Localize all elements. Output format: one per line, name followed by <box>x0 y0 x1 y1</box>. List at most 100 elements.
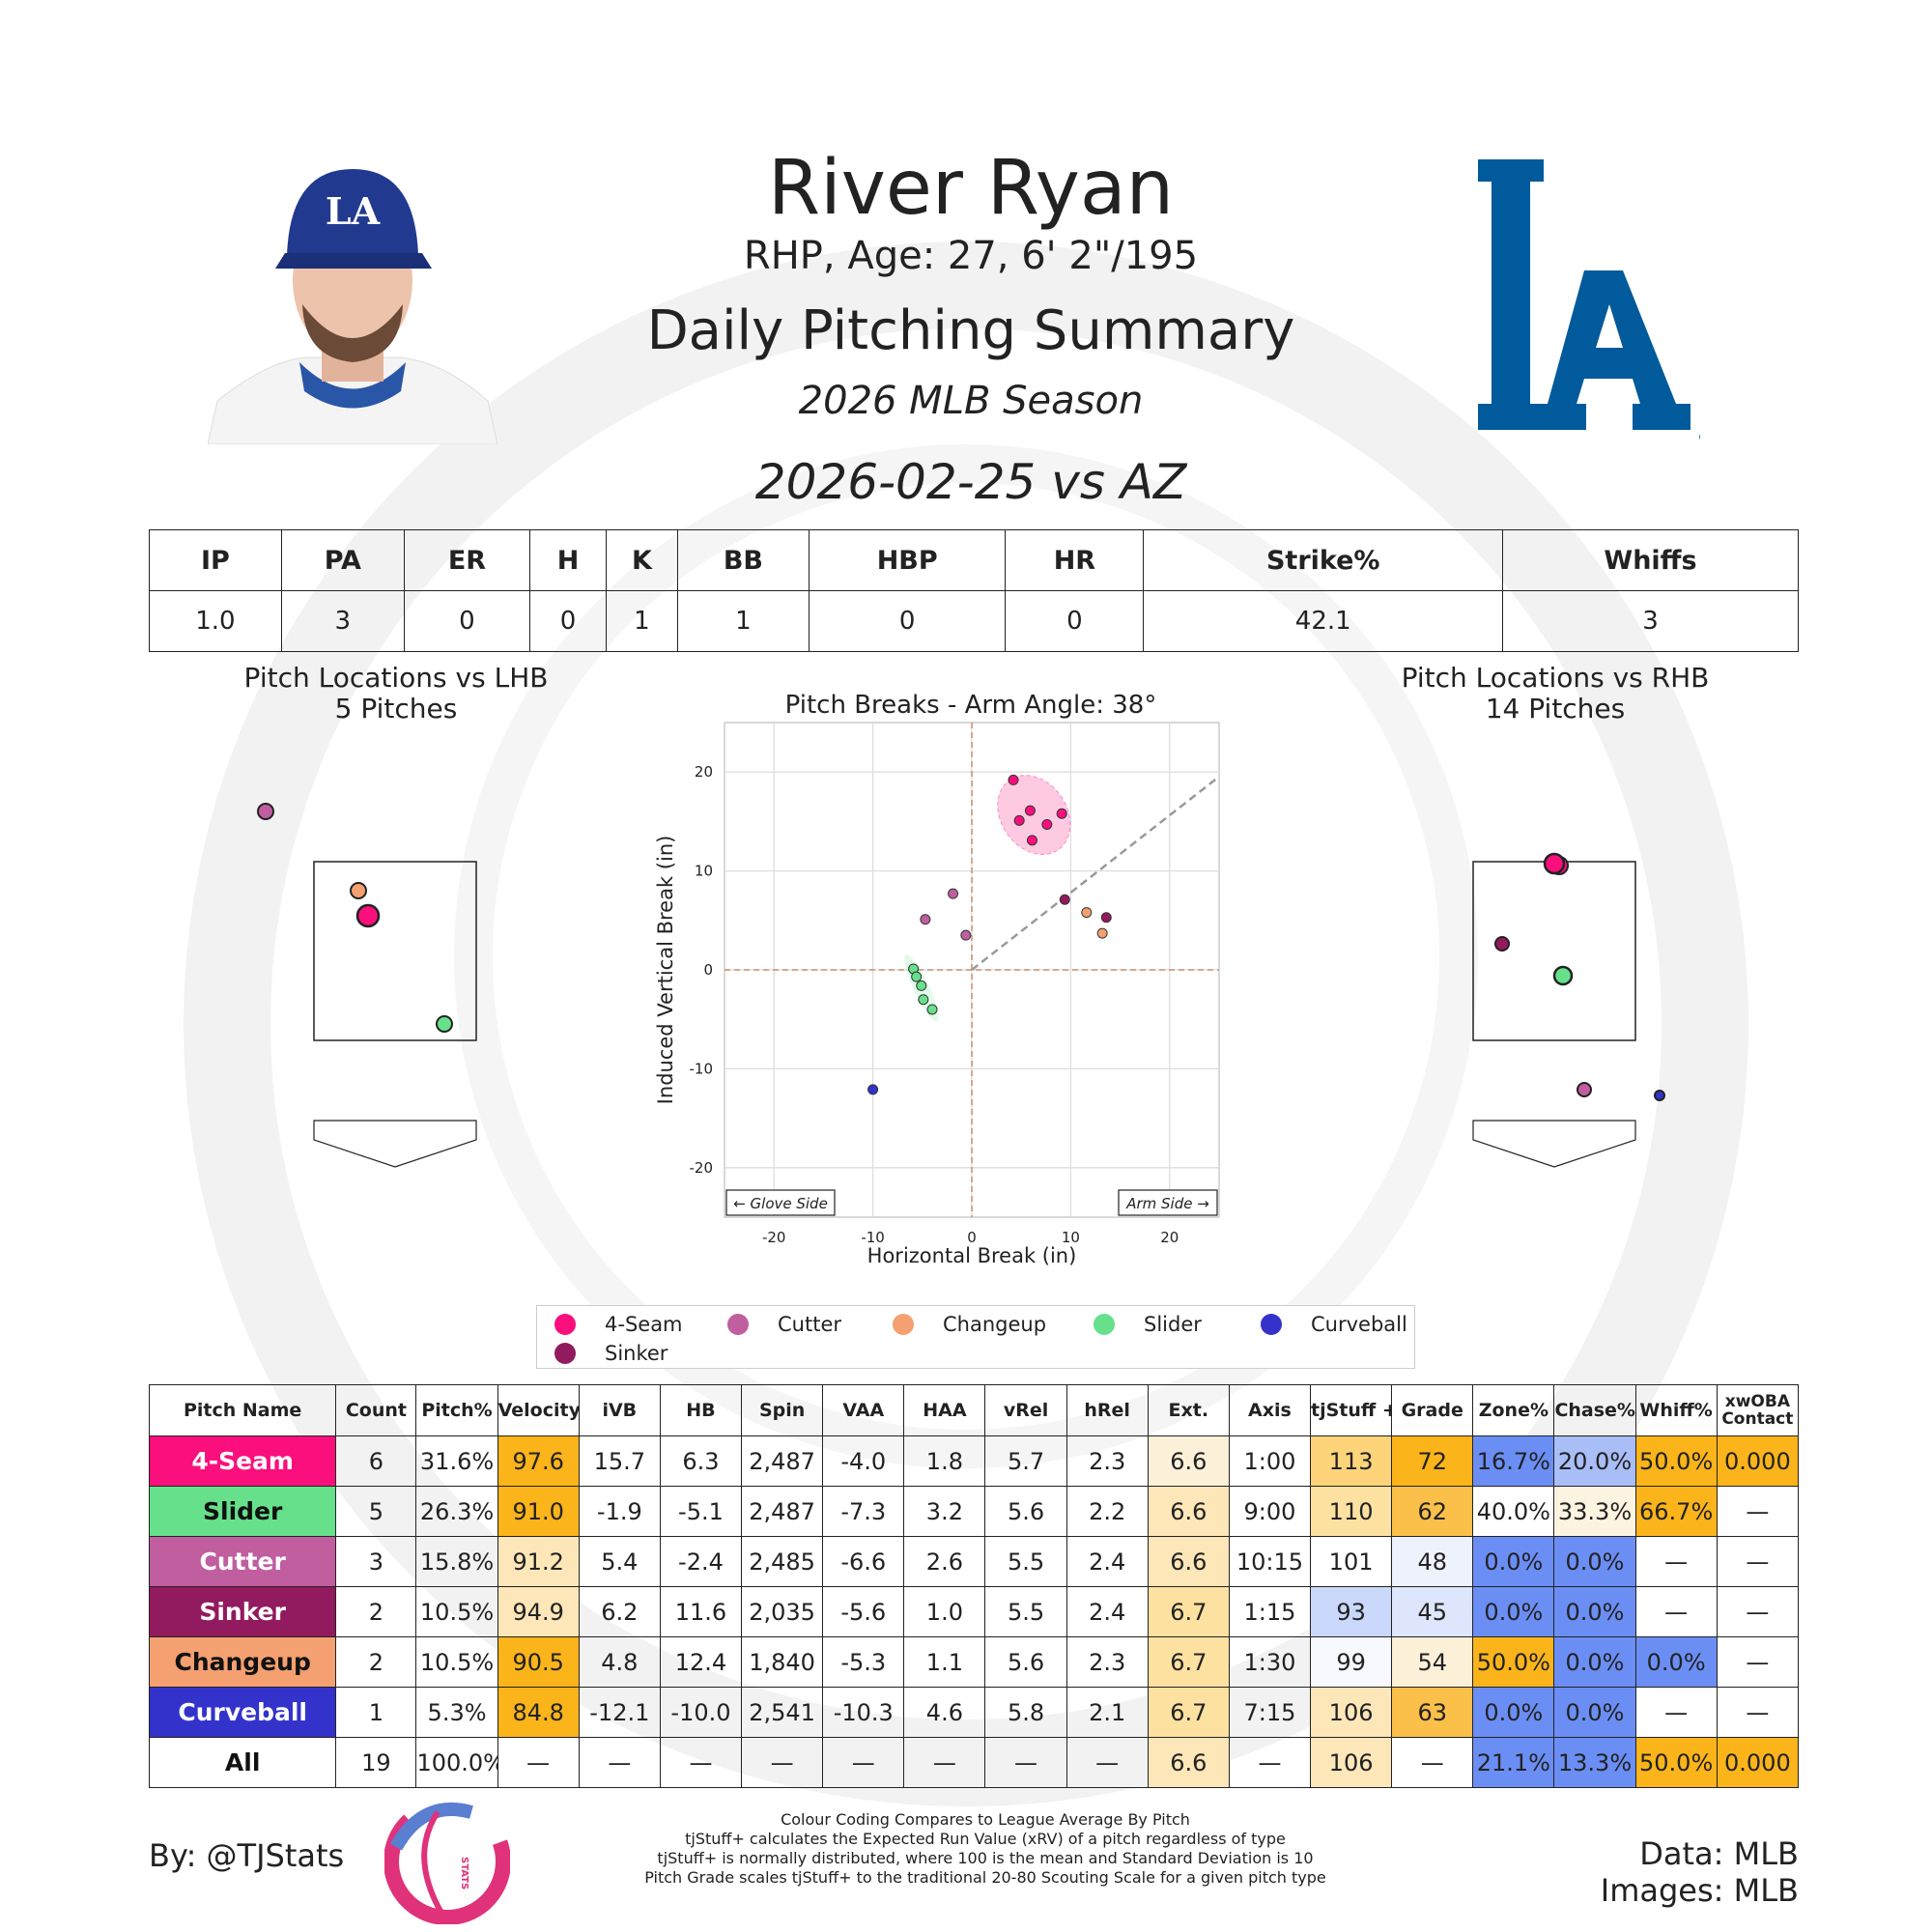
pitch-table-cell: 5.7 <box>984 1435 1067 1487</box>
pitch-table-cell: 2,487 <box>741 1486 824 1537</box>
pitch-table-cell: 2.2 <box>1065 1486 1149 1537</box>
pitch-dot-cutter <box>1577 1082 1592 1097</box>
point-cutter <box>948 888 959 899</box>
pitch-table-cell: 0.0% <box>1472 1586 1555 1637</box>
point-4-seam <box>1026 835 1037 846</box>
pitch-table-cell: — <box>1634 1586 1718 1637</box>
pitch-table-cell: 45 <box>1391 1586 1474 1637</box>
stat-value: 1.0 <box>149 590 282 652</box>
pitch-table-cell: 5.8 <box>984 1687 1067 1738</box>
lhb-plot-heading: Pitch Locations vs LHB <box>243 662 549 694</box>
home-plate <box>313 1120 477 1168</box>
pitch-table-cell: 1:15 <box>1228 1586 1312 1637</box>
pitch-table-cell: 97.6 <box>497 1435 580 1487</box>
point-4-seam <box>1024 805 1036 816</box>
legend-swatch <box>893 1314 914 1335</box>
strike-zone <box>1472 861 1636 1041</box>
legend-label: Changeup <box>943 1313 1047 1336</box>
data-source: Data: MLB <box>1639 1835 1799 1872</box>
pitch-name-cell: Changeup <box>148 1636 337 1688</box>
pitch-table-header: Count <box>335 1384 417 1436</box>
arm-side-box: Arm Side → <box>1118 1189 1218 1216</box>
pitch-table-cell: 33.3% <box>1553 1486 1636 1537</box>
pitch-table-cell: 6.6 <box>1147 1435 1230 1487</box>
legend-item-4-seam: 4-Seam <box>554 1313 683 1336</box>
legend-label: Cutter <box>778 1313 841 1336</box>
player-info: RHP, Age: 27, 6' 2"/195 <box>743 234 1199 278</box>
pitch-table-header: Pitch Name <box>148 1384 337 1436</box>
pitch-table-cell: 2 <box>335 1636 417 1688</box>
pitch-table-cell: 2.6 <box>903 1536 986 1587</box>
legend-item-sinker: Sinker <box>554 1342 668 1365</box>
pitch-table-cell: 6 <box>335 1435 417 1487</box>
pitch-table-cell: -7.3 <box>822 1486 905 1537</box>
stat-header: ER <box>403 529 531 591</box>
pitch-table-cell: — <box>1716 1636 1800 1688</box>
pitch-table-cell: 62 <box>1391 1486 1474 1537</box>
pitch-table-cell: — <box>1634 1536 1718 1587</box>
y-tick-label: 20 <box>695 763 713 781</box>
pitch-table-row: Changeup 2 10.5% 90.5 4.8 12.4 1,840 -5.3 1.1 5.6… <box>148 1636 1800 1688</box>
pitch-table-cell: -5.1 <box>659 1486 743 1537</box>
x-tick-label: -20 <box>762 1229 786 1246</box>
pitch-table-cell: 6.7 <box>1147 1586 1230 1637</box>
pitch-table-row: 4-Seam 6 31.6% 97.6 15.7 6.3 2,487 -4.0 1.8 5.7 2.… <box>148 1435 1800 1487</box>
pitch-break-chart: Pitch Breaks - Arm Angle: 38° -20 -10 0 10 2… <box>654 691 1220 1267</box>
pitch-table-cell: — <box>1716 1586 1800 1637</box>
stat-header: HBP <box>808 529 1007 591</box>
pitch-table-row: Slider 5 26.3% 91.0 -1.9 -5.1 2,487 -7.3 3.2 5.6 2… <box>148 1486 1800 1537</box>
pitch-table-cell: 1,840 <box>741 1636 824 1688</box>
pitch-table-cell: 21.1% <box>1472 1737 1555 1788</box>
pitch-table-header: HAA <box>903 1384 986 1436</box>
legend-swatch <box>554 1343 576 1364</box>
pitch-table-cell: 100.0% <box>415 1737 498 1788</box>
pitch-table-cell: 106 <box>1310 1687 1393 1738</box>
y-tick-label: -20 <box>690 1159 714 1177</box>
pitch-table-cell: -10.0 <box>659 1687 743 1738</box>
chart-tick-labels: -20 -10 0 10 20 20 10 0 -10 -20 <box>690 763 1179 1246</box>
pitch-table-header: Axis <box>1228 1384 1312 1436</box>
glove-side-label: ← Glove Side <box>733 1195 828 1212</box>
stat-header: K <box>606 529 678 591</box>
stat-value: 0 <box>403 590 531 652</box>
byline: By: @TJStats <box>149 1837 345 1874</box>
pitch-table-cell: 31.6% <box>415 1435 498 1487</box>
stat-value: 0 <box>1005 590 1145 652</box>
pitch-table-cell: 113 <box>1310 1435 1393 1487</box>
stat-header: HR <box>1005 529 1145 591</box>
pitch-table-cell: 2,487 <box>741 1435 824 1487</box>
footnote-line: Colour Coding Compares to League Average… <box>781 1810 1190 1829</box>
y-tick-label: 0 <box>703 961 713 979</box>
pitch-table-cell: 50.0% <box>1634 1737 1718 1788</box>
pitch-table-header: Spin <box>741 1384 824 1436</box>
pitch-table-cell: 1.8 <box>903 1435 986 1487</box>
stat-header: Strike% <box>1143 529 1504 591</box>
pitch-name-cell: Slider <box>148 1486 337 1537</box>
pitch-table-cell: -6.6 <box>822 1536 905 1587</box>
pitch-table-cell: 4.6 <box>903 1687 986 1738</box>
x-tick-label: -10 <box>861 1229 885 1246</box>
legend-item-cutter: Cutter <box>727 1313 841 1336</box>
logo-text: STATS <box>459 1857 469 1889</box>
pitch-table-cell: — <box>822 1737 905 1788</box>
pitch-metrics-table: Pitch Name Count Pitch% Velocity iVB HB Spin VA… <box>148 1384 1800 1788</box>
pitch-table-cell: 1:30 <box>1228 1636 1312 1688</box>
pitch-table-cell: 1:00 <box>1228 1435 1312 1487</box>
stat-value: 1 <box>606 590 678 652</box>
pitch-table-cell: 50.0% <box>1472 1636 1555 1688</box>
y-tick-label: 10 <box>695 863 713 880</box>
pitch-table-cell: 40.0% <box>1472 1486 1555 1537</box>
point-4-seam <box>1041 818 1053 830</box>
point-4-seam <box>1008 774 1019 785</box>
team-logo: ® <box>1468 155 1713 446</box>
pitch-table-cell: — <box>1391 1737 1474 1788</box>
point-slider <box>911 971 923 982</box>
point-slider <box>918 994 929 1006</box>
pitch-table-cell: 5 <box>335 1486 417 1537</box>
pitch-table-cell: 0.0% <box>1472 1536 1555 1587</box>
pitch-table-cell: 2,541 <box>741 1687 824 1738</box>
pitch-table-cell: — <box>741 1737 824 1788</box>
pitch-table-header: Zone% <box>1472 1384 1555 1436</box>
pitch-table-header: Chase% <box>1553 1384 1636 1436</box>
rhb-plot-title: Pitch Locations vs RHB 14 Pitches <box>1352 663 1758 724</box>
